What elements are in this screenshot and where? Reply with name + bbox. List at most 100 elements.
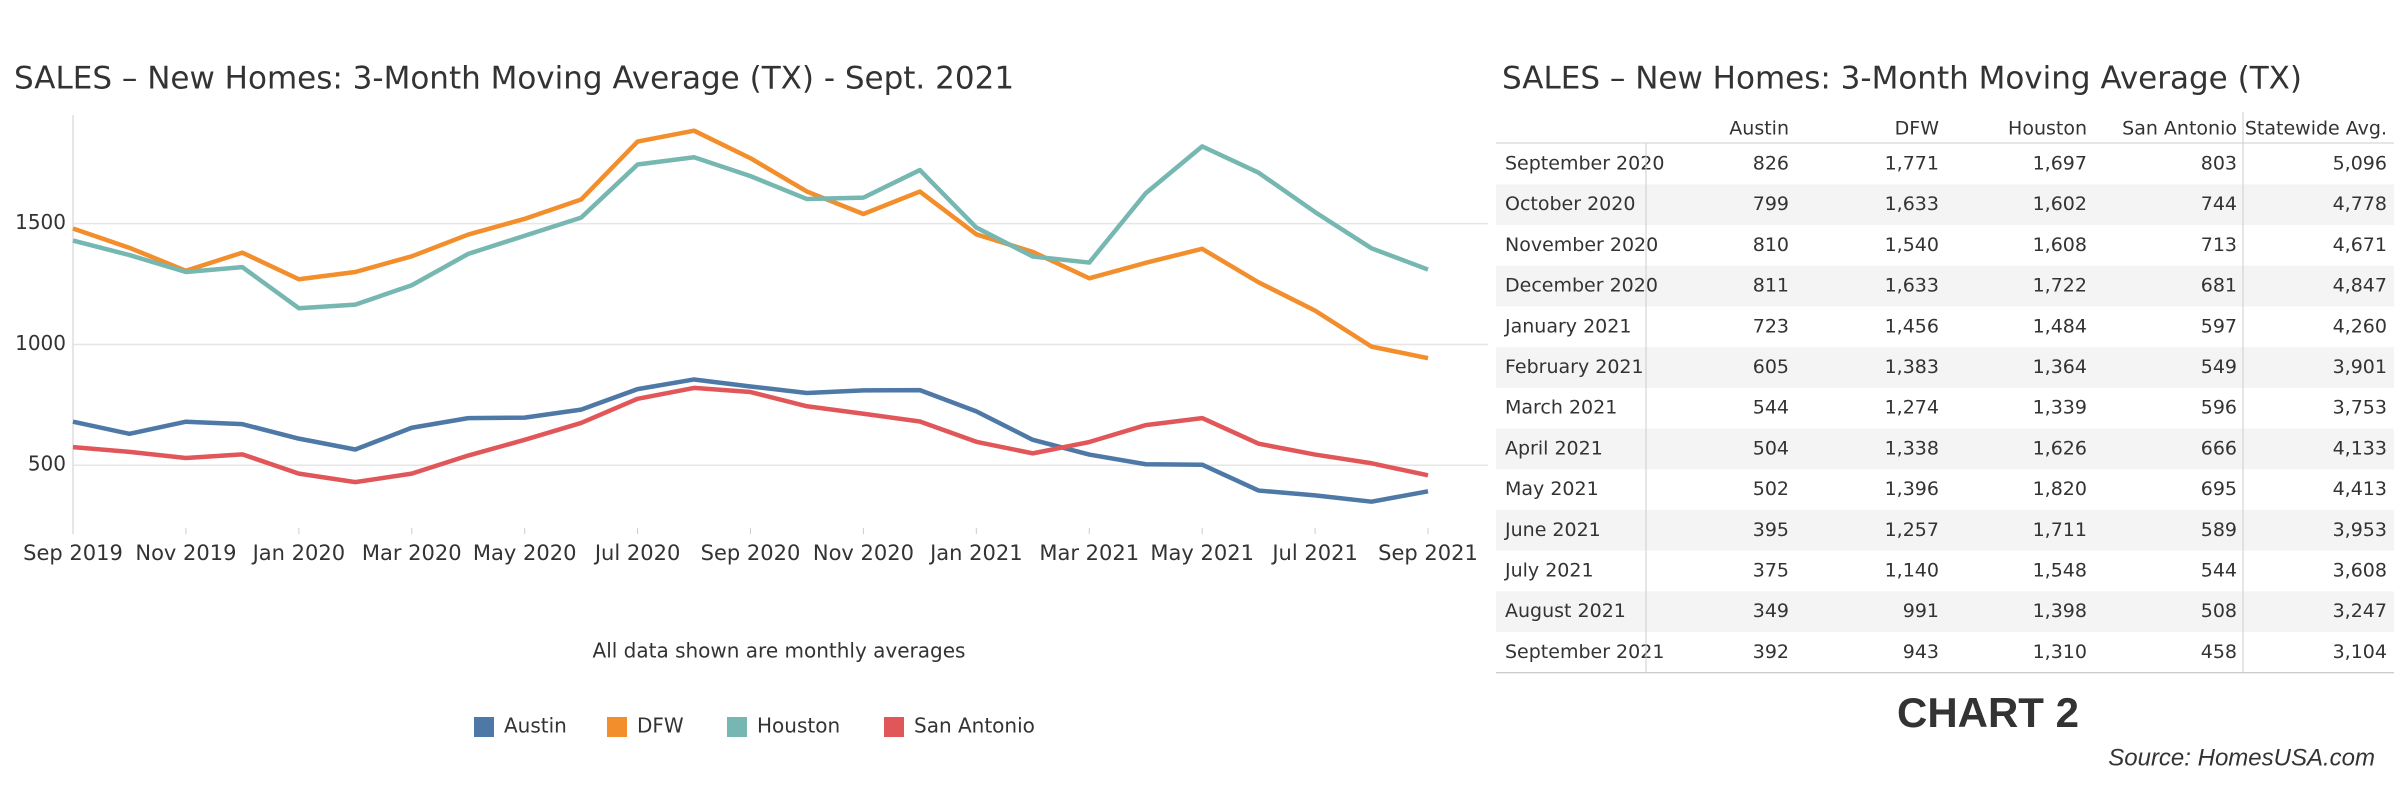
row-label: February 2021 [1505, 356, 1644, 378]
table-cell: 1,338 [1885, 437, 1939, 459]
table-cell: 681 [2201, 275, 2237, 297]
series-line [72, 128, 1429, 361]
series-line [72, 144, 1429, 311]
chart-title: SALES – New Homes: 3-Month Moving Averag… [14, 61, 1014, 97]
table-cell: 1,364 [2033, 356, 2087, 378]
table-cell: 695 [2201, 478, 2237, 500]
row-label: March 2021 [1505, 397, 1617, 419]
table-cell: 713 [2201, 234, 2237, 256]
row-band [1496, 509, 2394, 551]
x-tick-label: May 2021 [1150, 541, 1254, 565]
table-cell: 349 [1753, 600, 1789, 622]
table-cell: 504 [1753, 437, 1789, 459]
column-header: DFW [1895, 118, 1940, 140]
table-cell: 4,778 [2333, 193, 2387, 215]
table-cell: 395 [1753, 519, 1789, 541]
table-cell: 375 [1753, 560, 1789, 582]
legend-swatch [474, 717, 494, 737]
row-label: May 2021 [1505, 478, 1599, 500]
legend-swatch [607, 717, 627, 737]
table-cell: 3,247 [2333, 600, 2387, 622]
table-cell: 4,671 [2333, 234, 2387, 256]
table-cell: 799 [1753, 193, 1789, 215]
table-cell: 1,383 [1885, 356, 1939, 378]
table-cell: 597 [2201, 315, 2237, 337]
row-label: August 2021 [1505, 600, 1626, 622]
table-cell: 4,847 [2333, 275, 2387, 297]
table-cell: 811 [1753, 275, 1789, 297]
table-cell: 666 [2201, 437, 2237, 459]
column-header: Houston [2008, 118, 2087, 140]
table-cell: 549 [2201, 356, 2237, 378]
x-tick-label: Sep 2019 [23, 541, 123, 565]
y-tick-label: 1000 [15, 331, 66, 355]
series-line [72, 385, 1429, 485]
table-cell: 744 [2201, 193, 2237, 215]
legend-label: Houston [757, 714, 840, 738]
table-cell: 1,722 [2033, 275, 2087, 297]
x-tick-label: Nov 2020 [813, 541, 914, 565]
table-cell: 1,484 [2033, 315, 2087, 337]
column-header: Austin [1729, 118, 1789, 140]
table-title: SALES – New Homes: 3-Month Moving Averag… [1502, 61, 2302, 97]
x-tick-label: Jan 2021 [928, 541, 1023, 565]
chart-label: CHART 2 [1897, 689, 2079, 736]
table-cell: 1,456 [1885, 315, 1939, 337]
y-tick-label: 500 [28, 452, 66, 476]
x-tick-label: Nov 2019 [135, 541, 236, 565]
table-cell: 458 [2201, 641, 2237, 663]
table-cell: 5,096 [2333, 153, 2387, 175]
table-cell: 1,257 [1885, 519, 1939, 541]
x-tick-label: Jan 2020 [251, 541, 346, 565]
y-tick-label: 1500 [15, 210, 66, 234]
table-cell: 544 [2201, 560, 2237, 582]
table-cell: 1,548 [2033, 560, 2087, 582]
table-cell: 1,140 [1885, 560, 1939, 582]
table-cell: 596 [2201, 397, 2237, 419]
row-label: November 2020 [1505, 234, 1658, 256]
table-cell: 1,339 [2033, 397, 2087, 419]
row-label: April 2021 [1505, 437, 1603, 459]
table-cell: 605 [1753, 356, 1789, 378]
table-cell: 1,398 [2033, 600, 2087, 622]
table-cell: 723 [1753, 315, 1789, 337]
table-cell: 1,396 [1885, 478, 1939, 500]
legend-label: Austin [504, 714, 567, 738]
row-label: December 2020 [1505, 275, 1658, 297]
source: Source: HomesUSA.com [2108, 744, 2375, 771]
row-label: June 2021 [1504, 519, 1601, 541]
table-cell: 508 [2201, 600, 2237, 622]
legend-label: DFW [637, 714, 684, 738]
table-cell: 4,260 [2333, 315, 2387, 337]
table-cell: 392 [1753, 641, 1789, 663]
table-cell: 803 [2201, 153, 2237, 175]
table-cell: 1,633 [1885, 193, 1939, 215]
table-cell: 1,274 [1885, 397, 1939, 419]
table-cell: 1,540 [1885, 234, 1939, 256]
x-tick-label: May 2020 [473, 541, 577, 565]
table-cell: 1,608 [2033, 234, 2087, 256]
x-tick-label: Mar 2021 [1039, 541, 1139, 565]
x-tick-label: Jul 2021 [1270, 541, 1357, 565]
table-cell: 3,104 [2333, 641, 2387, 663]
table-cell: 1,633 [1885, 275, 1939, 297]
table-cell: 1,602 [2033, 193, 2087, 215]
table-cell: 3,608 [2333, 560, 2387, 582]
column-header: Statewide Avg. [2245, 118, 2387, 140]
table-cell: 991 [1903, 600, 1939, 622]
row-band [1496, 591, 2394, 633]
row-label: September 2021 [1505, 641, 1664, 663]
series-line [72, 377, 1429, 504]
table-cell: 3,953 [2333, 519, 2387, 541]
row-label: July 2021 [1504, 560, 1594, 582]
row-label: September 2020 [1505, 153, 1664, 175]
table-cell: 589 [2201, 519, 2237, 541]
x-tick-label: Sep 2020 [701, 541, 801, 565]
table-cell: 1,626 [2033, 437, 2087, 459]
legend-swatch [884, 717, 904, 737]
table-cell: 826 [1753, 153, 1789, 175]
column-header: San Antonio [2122, 118, 2237, 140]
x-tick-label: Jul 2020 [593, 541, 680, 565]
table-cell: 3,901 [2333, 356, 2387, 378]
